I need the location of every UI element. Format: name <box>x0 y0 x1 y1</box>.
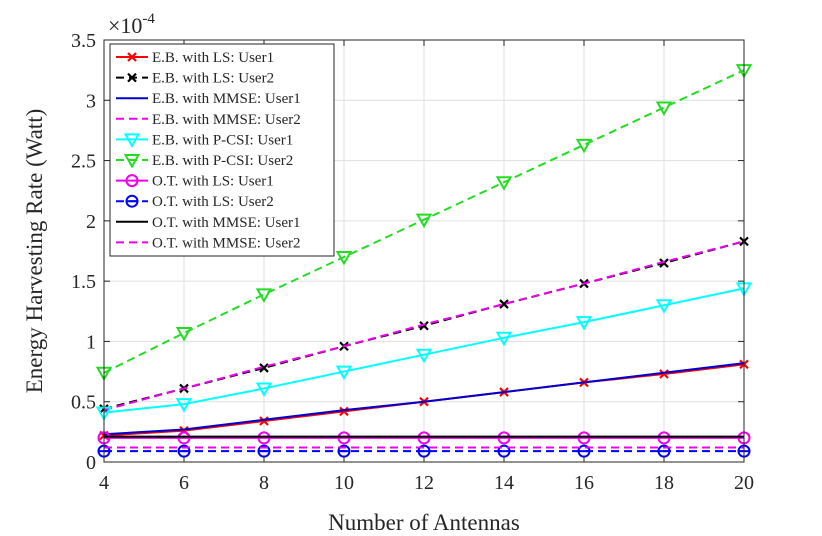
series-line <box>103 69 745 374</box>
x-tick-label: 8 <box>259 472 269 494</box>
x-tick-label: 14 <box>494 472 514 494</box>
series-7 <box>97 431 751 445</box>
legend-entry-7: O.T. with LS: User1 <box>116 174 274 190</box>
data-point <box>417 431 431 445</box>
data-point <box>415 348 433 364</box>
x-tick-label: 10 <box>334 472 354 494</box>
legend-marker <box>127 72 137 83</box>
legend-entry-4: E.B. with MMSE: User2 <box>116 112 301 128</box>
legend-box <box>109 43 335 257</box>
legend-label: E.B. with MMSE: User1 <box>152 91 301 107</box>
legend-entry-2: E.B. with LS: User2 <box>116 71 274 87</box>
data-point <box>175 326 193 342</box>
y-tick-label: 2 <box>86 211 96 233</box>
data-point <box>497 431 511 445</box>
data-point <box>577 431 591 445</box>
data-point <box>257 431 271 445</box>
data-point <box>655 101 673 117</box>
legend-label: E.B. with P-CSI: User2 <box>152 153 293 169</box>
data-point <box>495 331 513 347</box>
x-tick-label: 18 <box>654 472 674 494</box>
series-line <box>103 240 745 412</box>
marker-stroke <box>659 369 669 379</box>
marker-stroke <box>259 416 269 426</box>
legend-entry-6: E.B. with P-CSI: User2 <box>116 153 293 169</box>
x-tick-label: 4 <box>99 472 109 494</box>
series-line <box>103 287 745 414</box>
y-tick-label: 0 <box>86 452 96 474</box>
legend-label: O.T. with MMSE: User2 <box>152 235 300 251</box>
data-point <box>255 382 273 397</box>
x-tick-label: 16 <box>574 472 594 494</box>
legend-marker <box>127 52 137 62</box>
data-point <box>177 431 191 445</box>
y-axis-label: Energy Harvesting Rate (Watt) <box>22 109 47 394</box>
marker-stroke <box>127 52 137 62</box>
data-point <box>335 365 353 381</box>
marker-stroke <box>499 299 509 309</box>
legend-label: O.T. with MMSE: User1 <box>152 215 300 231</box>
y-tick-label: 3 <box>86 90 96 112</box>
legend-entry-10: O.T. with MMSE: User2 <box>116 235 300 251</box>
marker-stroke <box>339 406 349 417</box>
tick-layer: 4 6 8 10 12 14 16 18 20 0 0.5 1 1.5 2 2.5 3 3.5 <box>71 30 754 494</box>
legend-label: E.B. with LS: User1 <box>152 50 274 66</box>
legend-label: E.B. with P-CSI: User1 <box>152 132 293 148</box>
legend-marker <box>123 154 141 169</box>
x-tick-label: 12 <box>414 472 434 494</box>
y-axis-multiplier: ×10-4 <box>108 11 155 38</box>
data-point <box>575 316 593 331</box>
legend-label: O.T. with LS: User1 <box>152 174 274 190</box>
data-point <box>499 299 509 309</box>
data-point <box>259 363 269 373</box>
y-tick-label: 3.5 <box>71 30 96 52</box>
legend-entry-5: E.B. with P-CSI: User1 <box>116 132 293 148</box>
series-layer <box>95 64 753 458</box>
x-tick-label: 6 <box>179 472 189 494</box>
y-tick-label: 1 <box>86 331 96 353</box>
legend-entry-1: E.B. with LS: User1 <box>116 50 274 66</box>
data-point <box>659 369 669 379</box>
data-point <box>659 258 669 268</box>
x-axis-label: Number of Antennas <box>328 510 520 535</box>
legend-marker <box>123 133 141 148</box>
legend-label: O.T. with LS: User2 <box>152 194 274 210</box>
data-point <box>335 251 353 266</box>
legend-label: E.B. with MMSE: User2 <box>152 112 301 128</box>
series-line <box>103 362 745 436</box>
y-axis-multiplier-exponent: -4 <box>142 11 155 27</box>
data-point <box>657 431 671 445</box>
y-tick-label: 2.5 <box>71 151 96 173</box>
legend-marker <box>125 174 139 188</box>
legend: E.B. with LS: User1 E.B. with LS: User2 E.… <box>109 43 335 257</box>
data-point <box>495 176 513 191</box>
legend-entry-3: E.B. with MMSE: User1 <box>116 91 301 107</box>
legend-entry-9: O.T. with MMSE: User1 <box>116 215 300 231</box>
data-point <box>175 398 193 413</box>
data-point <box>655 299 673 314</box>
x-tick-label: 20 <box>734 472 754 494</box>
data-point <box>415 213 433 229</box>
legend-entry-8: O.T. with LS: User2 <box>116 194 274 210</box>
y-axis-multiplier-base: ×10 <box>108 13 142 38</box>
marker-stroke <box>259 363 269 373</box>
legend-marker <box>125 194 139 208</box>
series-4 <box>103 240 745 412</box>
legend-label: E.B. with LS: User2 <box>152 71 274 87</box>
data-point <box>575 138 593 154</box>
data-point <box>259 416 269 426</box>
y-tick-label: 0.5 <box>71 392 96 414</box>
data-point <box>255 288 273 303</box>
marker-stroke <box>419 320 429 331</box>
data-point <box>337 431 351 445</box>
marker-stroke <box>127 72 137 83</box>
marker-stroke <box>659 258 669 268</box>
y-tick-label: 1.5 <box>71 271 96 293</box>
series-3 <box>103 362 745 436</box>
data-point <box>339 406 349 417</box>
data-point <box>419 320 429 331</box>
